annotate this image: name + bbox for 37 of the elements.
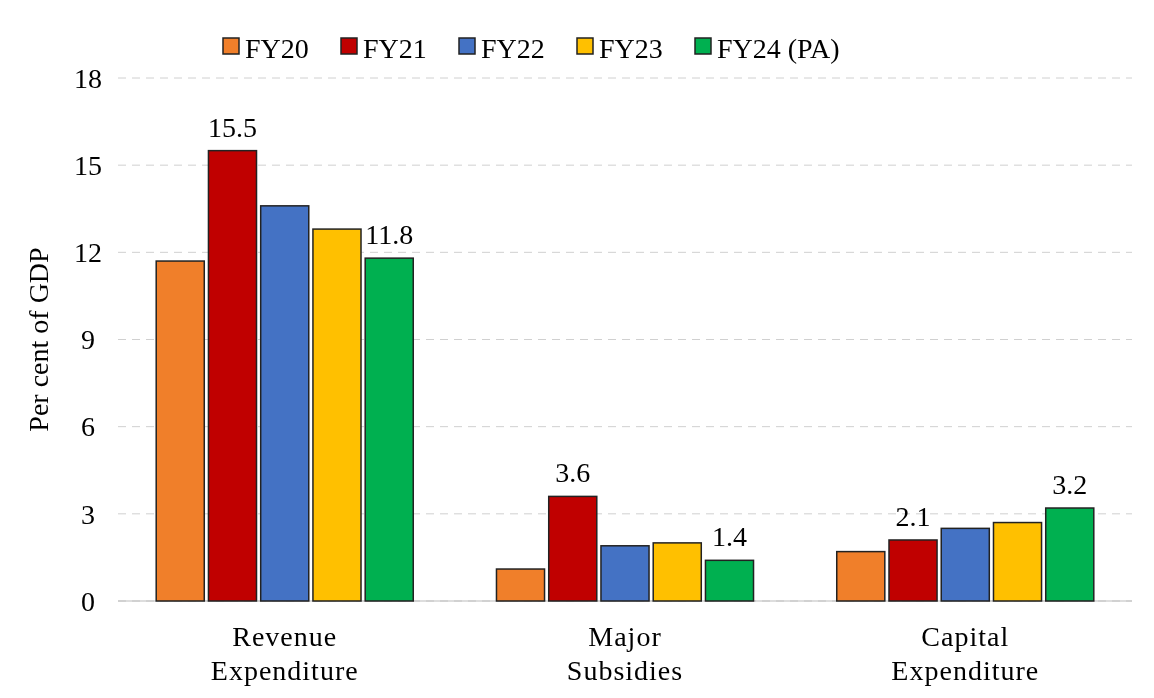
y-tick-label: 12 (74, 237, 102, 269)
bar (835, 550, 886, 602)
y-tick-label: 3 (81, 498, 95, 530)
legend-label: FY20 (245, 32, 309, 64)
bar (704, 559, 755, 602)
x-tick-label: Revenue Expenditure (210, 621, 359, 686)
data-label: 1.4 (711, 521, 747, 553)
y-tick-label: 9 (81, 324, 95, 356)
bar (600, 545, 650, 602)
legend-label: FY21 (363, 32, 427, 64)
legend-label: FY22 (481, 32, 545, 64)
bar (155, 260, 206, 602)
bar (652, 542, 703, 602)
bar (940, 527, 991, 602)
y-tick-label: 0 (81, 585, 95, 617)
bar (992, 521, 1043, 602)
data-label: 11.8 (365, 219, 414, 251)
bar (259, 205, 310, 602)
y-tick-label: 18 (74, 62, 102, 94)
bar (495, 568, 546, 602)
data-label: 15.5 (207, 111, 257, 143)
y-tick-label: 15 (74, 149, 102, 181)
y-tick-label: 6 (81, 411, 95, 443)
x-tick-label: Major Subsidies (566, 621, 684, 686)
data-label: 3.2 (1052, 469, 1088, 501)
bar (1044, 507, 1095, 602)
bar (888, 539, 938, 602)
legend-label: FY23 (599, 32, 663, 64)
y-axis-title: Per cent of GDP (23, 247, 54, 432)
legend-label: FY24 (PA) (717, 32, 840, 64)
x-tick-label: Capital Expenditure (891, 621, 1040, 686)
bar (312, 228, 362, 602)
data-label: 2.1 (895, 500, 931, 532)
bar (364, 257, 415, 602)
data-label: 3.6 (555, 457, 591, 489)
bar (547, 495, 598, 602)
bar (207, 149, 258, 602)
